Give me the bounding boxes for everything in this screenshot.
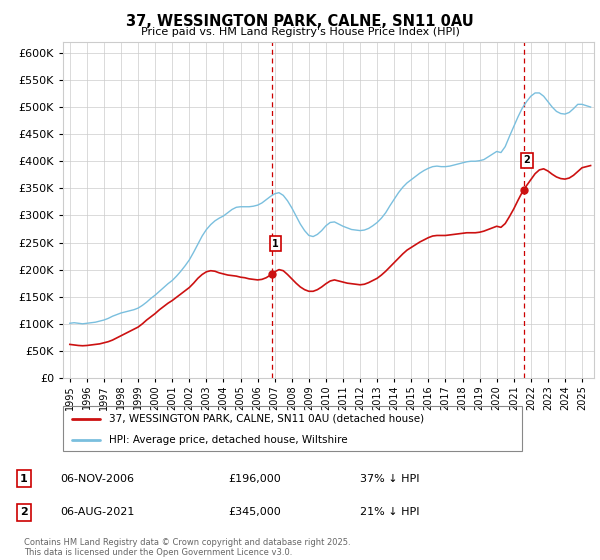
Text: 2: 2 — [20, 507, 28, 517]
Text: 37, WESSINGTON PARK, CALNE, SN11 0AU (detached house): 37, WESSINGTON PARK, CALNE, SN11 0AU (de… — [109, 413, 424, 423]
Text: HPI: Average price, detached house, Wiltshire: HPI: Average price, detached house, Wilt… — [109, 435, 347, 445]
Text: 06-AUG-2021: 06-AUG-2021 — [60, 507, 134, 517]
Text: 37% ↓ HPI: 37% ↓ HPI — [360, 474, 419, 484]
Text: Contains HM Land Registry data © Crown copyright and database right 2025.
This d: Contains HM Land Registry data © Crown c… — [24, 538, 350, 557]
Text: 1: 1 — [20, 474, 28, 484]
Text: £345,000: £345,000 — [228, 507, 281, 517]
Text: 37, WESSINGTON PARK, CALNE, SN11 0AU: 37, WESSINGTON PARK, CALNE, SN11 0AU — [126, 14, 474, 29]
Text: 21% ↓ HPI: 21% ↓ HPI — [360, 507, 419, 517]
Text: Price paid vs. HM Land Registry's House Price Index (HPI): Price paid vs. HM Land Registry's House … — [140, 27, 460, 37]
Text: £196,000: £196,000 — [228, 474, 281, 484]
Text: 06-NOV-2006: 06-NOV-2006 — [60, 474, 134, 484]
Text: 1: 1 — [272, 239, 279, 249]
Text: 2: 2 — [524, 155, 530, 165]
